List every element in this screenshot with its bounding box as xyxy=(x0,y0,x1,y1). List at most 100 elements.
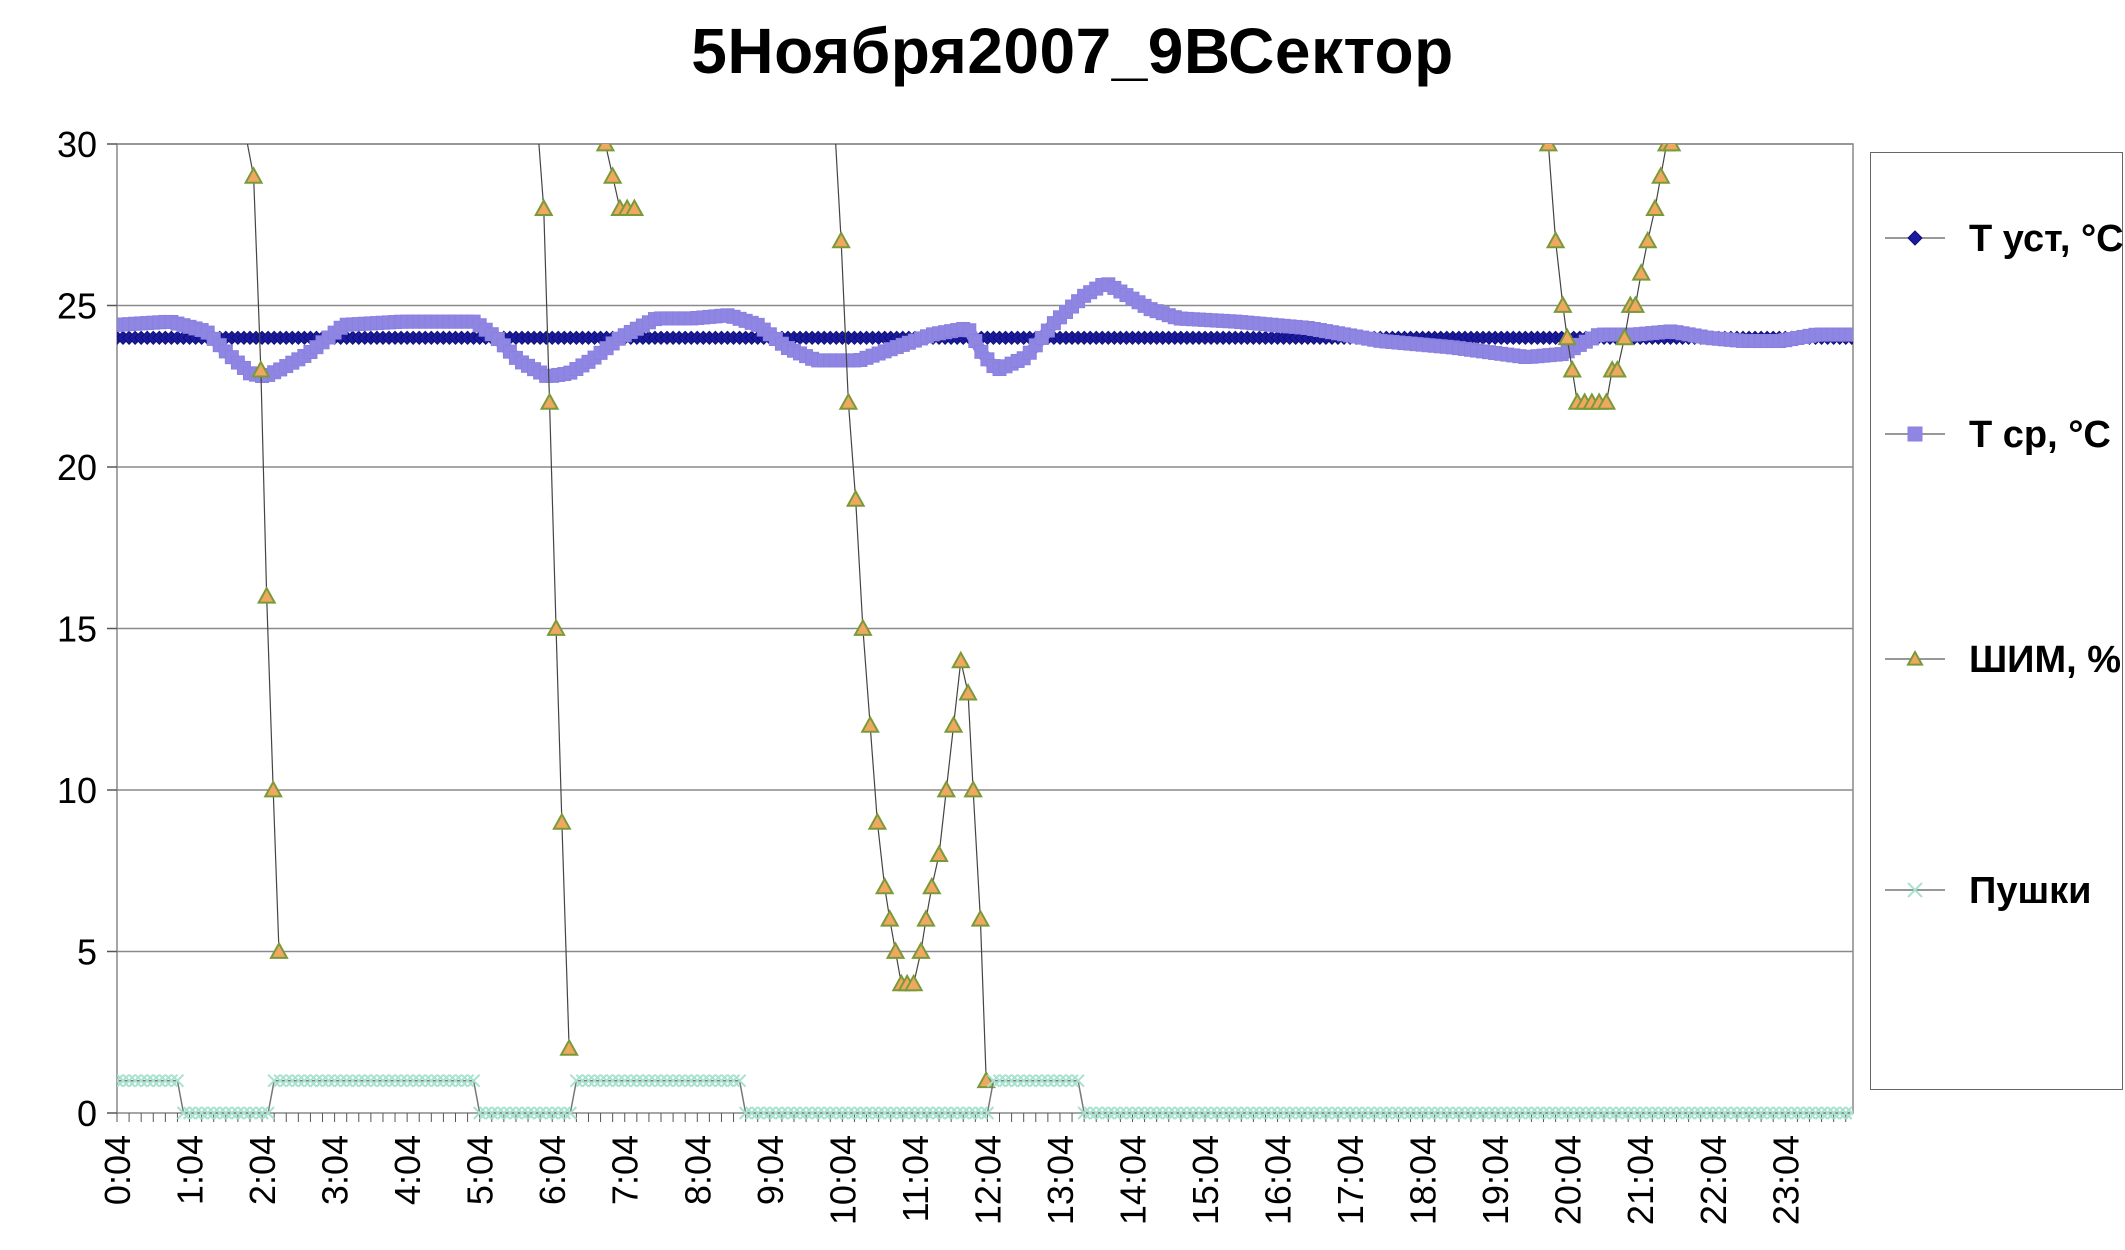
x-tick-label: 2:04 xyxy=(242,1135,283,1205)
data-point xyxy=(117,1073,130,1088)
data-point xyxy=(1258,1106,1273,1120)
data-point xyxy=(1403,1106,1418,1120)
data-point xyxy=(1631,263,1651,281)
data-point xyxy=(1596,392,1617,410)
data-point xyxy=(497,1106,511,1120)
data-point xyxy=(243,166,264,184)
data-point xyxy=(1162,1106,1176,1120)
data-point xyxy=(327,1073,342,1088)
data-point xyxy=(874,876,895,895)
data-point xyxy=(466,1073,481,1088)
data-point xyxy=(515,1106,529,1120)
data-point xyxy=(1554,1106,1569,1120)
data-point xyxy=(1047,1073,1061,1088)
data-point xyxy=(1458,1106,1472,1120)
data-point xyxy=(1573,1106,1587,1120)
data-point xyxy=(726,1073,741,1088)
data-point xyxy=(315,1073,330,1088)
y-tick-label: 20 xyxy=(57,447,97,488)
data-point xyxy=(1434,1106,1448,1120)
data-point xyxy=(400,1073,414,1088)
data-point xyxy=(1367,1106,1381,1120)
x-tick-label: 8:04 xyxy=(677,1135,718,1205)
data-point xyxy=(903,973,924,992)
data-point xyxy=(563,1106,578,1120)
data-point xyxy=(146,1073,160,1088)
data-point xyxy=(1742,1106,1756,1120)
data-point xyxy=(539,1106,553,1120)
data-point xyxy=(1373,1106,1388,1120)
data-point xyxy=(732,1073,747,1088)
x-tick-label: 16:04 xyxy=(1258,1135,1299,1225)
data-point xyxy=(545,1106,559,1120)
data-point xyxy=(1035,1073,1049,1088)
data-point xyxy=(521,1106,535,1120)
data-point xyxy=(279,1073,293,1088)
data-point xyxy=(1844,327,1853,342)
data-point xyxy=(1625,295,1646,313)
data-point xyxy=(382,1073,396,1088)
data-point xyxy=(944,1106,958,1120)
legend-swatch xyxy=(1885,230,1945,246)
data-point xyxy=(595,144,616,152)
data-point xyxy=(974,1106,989,1120)
data-point xyxy=(847,1106,862,1120)
data-point xyxy=(527,1106,541,1120)
data-point xyxy=(1446,1106,1460,1120)
data-point xyxy=(958,683,978,701)
data-point xyxy=(787,1106,801,1120)
data-point xyxy=(243,1106,257,1120)
series-3 xyxy=(117,1073,1853,1120)
legend-label: Пушки xyxy=(1969,870,2092,912)
data-point xyxy=(1143,1106,1158,1120)
x-axis-ticks: 0:04 1:04 2:04 3:04 4:04 5:04 6:04 7:04 8:04 9:04… xyxy=(97,1113,1847,1225)
data-point xyxy=(666,1073,680,1088)
x-tick-label: 23:04 xyxy=(1765,1135,1806,1225)
data-point xyxy=(551,1106,565,1120)
data-point xyxy=(1500,1106,1514,1120)
data-point xyxy=(1718,1106,1732,1120)
data-point xyxy=(859,1106,874,1120)
legend-swatch xyxy=(1885,649,1945,666)
data-point xyxy=(708,1073,723,1088)
data-point xyxy=(569,1073,584,1088)
x-tick-label: 3:04 xyxy=(315,1135,356,1205)
data-point xyxy=(890,1106,904,1120)
data-point xyxy=(1349,1106,1363,1120)
data-point xyxy=(418,1073,432,1088)
data-point xyxy=(176,1106,191,1120)
data-point xyxy=(845,489,866,507)
data-point xyxy=(1156,1106,1170,1120)
data-point xyxy=(321,1073,336,1088)
data-point xyxy=(1651,1106,1666,1120)
data-point xyxy=(593,1073,608,1088)
data-point xyxy=(1506,1106,1521,1120)
data-point xyxy=(406,1073,420,1088)
data-point xyxy=(376,1073,390,1088)
data-point xyxy=(1355,1106,1369,1120)
data-point xyxy=(738,1106,753,1120)
data-point xyxy=(225,1106,239,1120)
data-point xyxy=(249,1106,263,1120)
data-point xyxy=(1440,1106,1454,1120)
data-point xyxy=(956,1106,970,1120)
data-point xyxy=(200,1106,215,1120)
data-point xyxy=(1409,1106,1424,1120)
data-point xyxy=(853,1106,868,1120)
data-point xyxy=(534,198,554,216)
x-tick-label: 11:04 xyxy=(895,1135,936,1222)
legend-label: Т уст, °С xyxy=(1969,218,2124,260)
data-point xyxy=(599,1073,614,1088)
data-point xyxy=(763,1106,777,1120)
y-tick-label: 15 xyxy=(57,609,97,650)
x-tick-label: 5:04 xyxy=(460,1135,501,1205)
data-point xyxy=(1391,1106,1406,1120)
data-point xyxy=(231,1106,245,1120)
data-point xyxy=(841,1106,856,1120)
data-point xyxy=(291,1073,306,1088)
data-point xyxy=(811,1106,825,1120)
data-point xyxy=(164,1073,179,1088)
data-point xyxy=(261,1106,275,1120)
data-point xyxy=(1470,1106,1484,1120)
data-point xyxy=(1808,1106,1823,1120)
